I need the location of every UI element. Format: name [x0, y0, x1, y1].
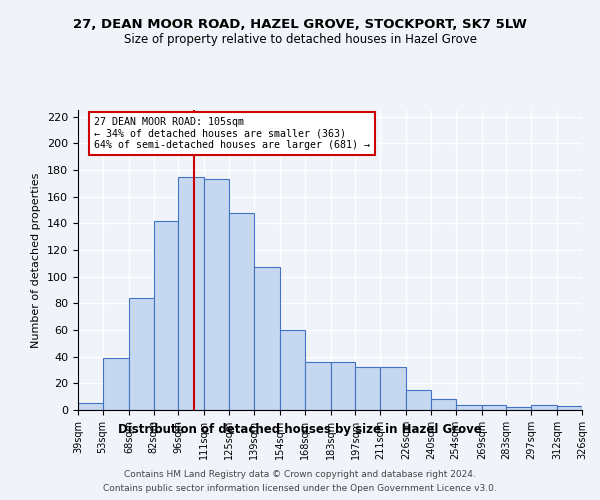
Bar	[380, 368, 406, 410]
Bar	[431, 400, 455, 410]
Bar	[482, 404, 506, 410]
Bar	[406, 390, 431, 410]
Bar	[229, 212, 254, 410]
Text: Size of property relative to detached houses in Hazel Grove: Size of property relative to detached ho…	[124, 32, 476, 46]
Bar	[78, 404, 103, 410]
Text: Contains HM Land Registry data © Crown copyright and database right 2024.: Contains HM Land Registry data © Crown c…	[124, 470, 476, 479]
Bar	[205, 180, 229, 410]
Y-axis label: Number of detached properties: Number of detached properties	[31, 172, 41, 348]
Bar	[506, 408, 531, 410]
Bar	[178, 176, 205, 410]
Bar	[557, 406, 582, 410]
Bar	[280, 330, 305, 410]
Bar	[154, 220, 178, 410]
Bar	[129, 298, 154, 410]
Bar	[455, 404, 482, 410]
Bar	[103, 358, 129, 410]
Text: 27, DEAN MOOR ROAD, HAZEL GROVE, STOCKPORT, SK7 5LW: 27, DEAN MOOR ROAD, HAZEL GROVE, STOCKPO…	[73, 18, 527, 30]
Bar	[331, 362, 355, 410]
Bar	[531, 404, 557, 410]
Text: Distribution of detached houses by size in Hazel Grove: Distribution of detached houses by size …	[118, 422, 482, 436]
Bar	[254, 268, 280, 410]
Bar	[305, 362, 331, 410]
Bar	[355, 368, 380, 410]
Text: 27 DEAN MOOR ROAD: 105sqm
← 34% of detached houses are smaller (363)
64% of semi: 27 DEAN MOOR ROAD: 105sqm ← 34% of detac…	[94, 116, 370, 150]
Text: Contains public sector information licensed under the Open Government Licence v3: Contains public sector information licen…	[103, 484, 497, 493]
